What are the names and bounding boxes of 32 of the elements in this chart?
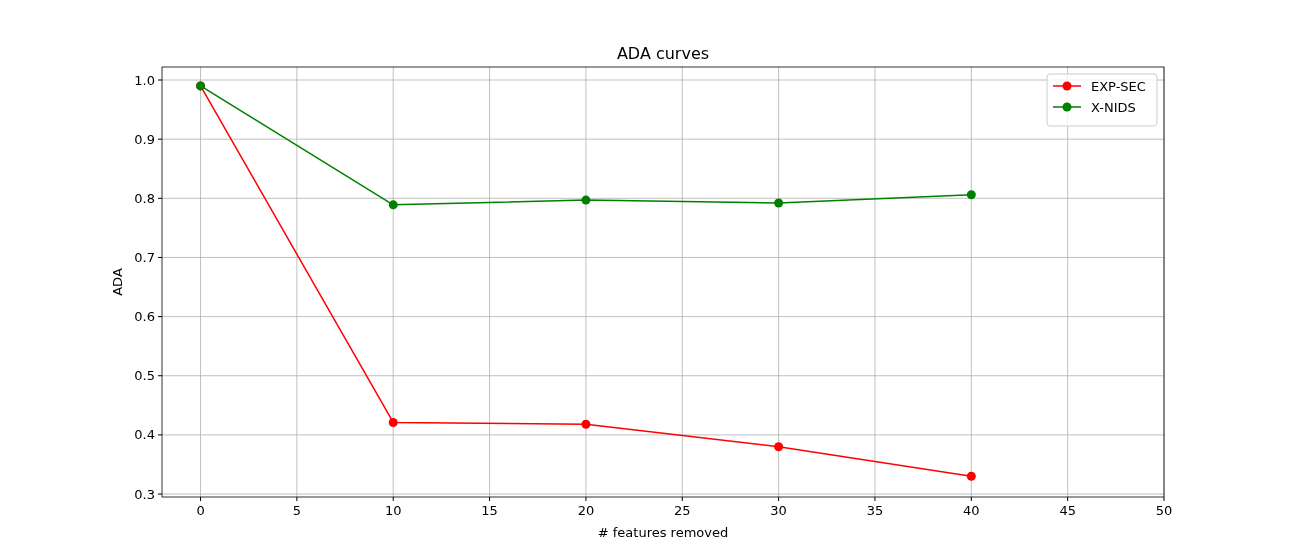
x-tick-label: 40 bbox=[963, 503, 980, 518]
point bbox=[581, 195, 591, 205]
x-tick-label: 15 bbox=[481, 503, 498, 518]
x-tick-label: 25 bbox=[674, 503, 691, 518]
legend-label: X-NIDS bbox=[1091, 100, 1136, 115]
y-tick-label: 0.7 bbox=[134, 249, 155, 265]
y-tick-label: 0.5 bbox=[134, 368, 155, 384]
x-tick-label: 5 bbox=[292, 503, 302, 518]
y-tick-label: 1.0 bbox=[134, 72, 155, 88]
point bbox=[388, 417, 398, 427]
y-tick-label: 0.8 bbox=[134, 190, 155, 206]
x-tick-label: 35 bbox=[866, 503, 884, 518]
x-tick-label: 10 bbox=[384, 503, 402, 518]
y-tick-label: 0.3 bbox=[134, 486, 155, 502]
point bbox=[966, 471, 976, 481]
x-axis-title: # features removed bbox=[597, 525, 729, 540]
chart-title: ADA curves bbox=[616, 44, 710, 63]
x-tick-label: 30 bbox=[770, 503, 787, 518]
point bbox=[774, 198, 784, 208]
y-axis-title: ADA bbox=[110, 268, 125, 296]
x-tick-label: 45 bbox=[1059, 503, 1076, 518]
point bbox=[966, 190, 976, 200]
x-tick-label: 50 bbox=[1155, 503, 1173, 518]
point bbox=[774, 442, 784, 452]
x-tick-label: 0 bbox=[196, 503, 205, 518]
point bbox=[581, 419, 591, 429]
point bbox=[388, 200, 398, 210]
legend-label: EXP-SEC bbox=[1091, 79, 1146, 94]
y-tick-label: 0.6 bbox=[134, 309, 155, 325]
x-tick-label: 20 bbox=[577, 503, 595, 518]
y-tick-label: 0.4 bbox=[134, 427, 155, 443]
y-tick-label: 0.9 bbox=[134, 131, 155, 147]
